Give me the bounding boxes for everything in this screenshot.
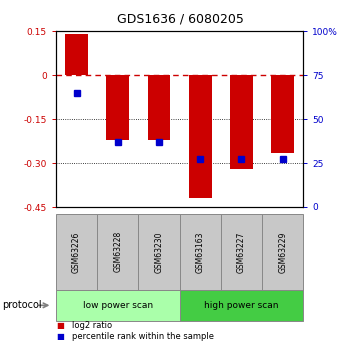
Text: protocol: protocol [2,300,42,310]
Bar [271,75,294,153]
Text: ■: ■ [56,321,64,330]
Text: GDS1636 / 6080205: GDS1636 / 6080205 [117,12,244,25]
Text: high power scan: high power scan [204,301,279,310]
Text: log2 ratio: log2 ratio [72,321,112,330]
Bar [106,75,129,139]
Text: GSM63227: GSM63227 [237,231,246,273]
Text: percentile rank within the sample: percentile rank within the sample [72,332,214,341]
Text: low power scan: low power scan [83,301,153,310]
Text: GSM63228: GSM63228 [113,231,122,273]
Text: GSM63229: GSM63229 [278,231,287,273]
Text: GSM63226: GSM63226 [72,231,81,273]
Bar [148,75,170,139]
Bar [65,34,88,75]
Text: GSM63230: GSM63230 [155,231,164,273]
Bar [230,75,253,169]
Bar [189,75,212,198]
Text: ■: ■ [56,332,64,341]
Text: GSM63163: GSM63163 [196,231,205,273]
